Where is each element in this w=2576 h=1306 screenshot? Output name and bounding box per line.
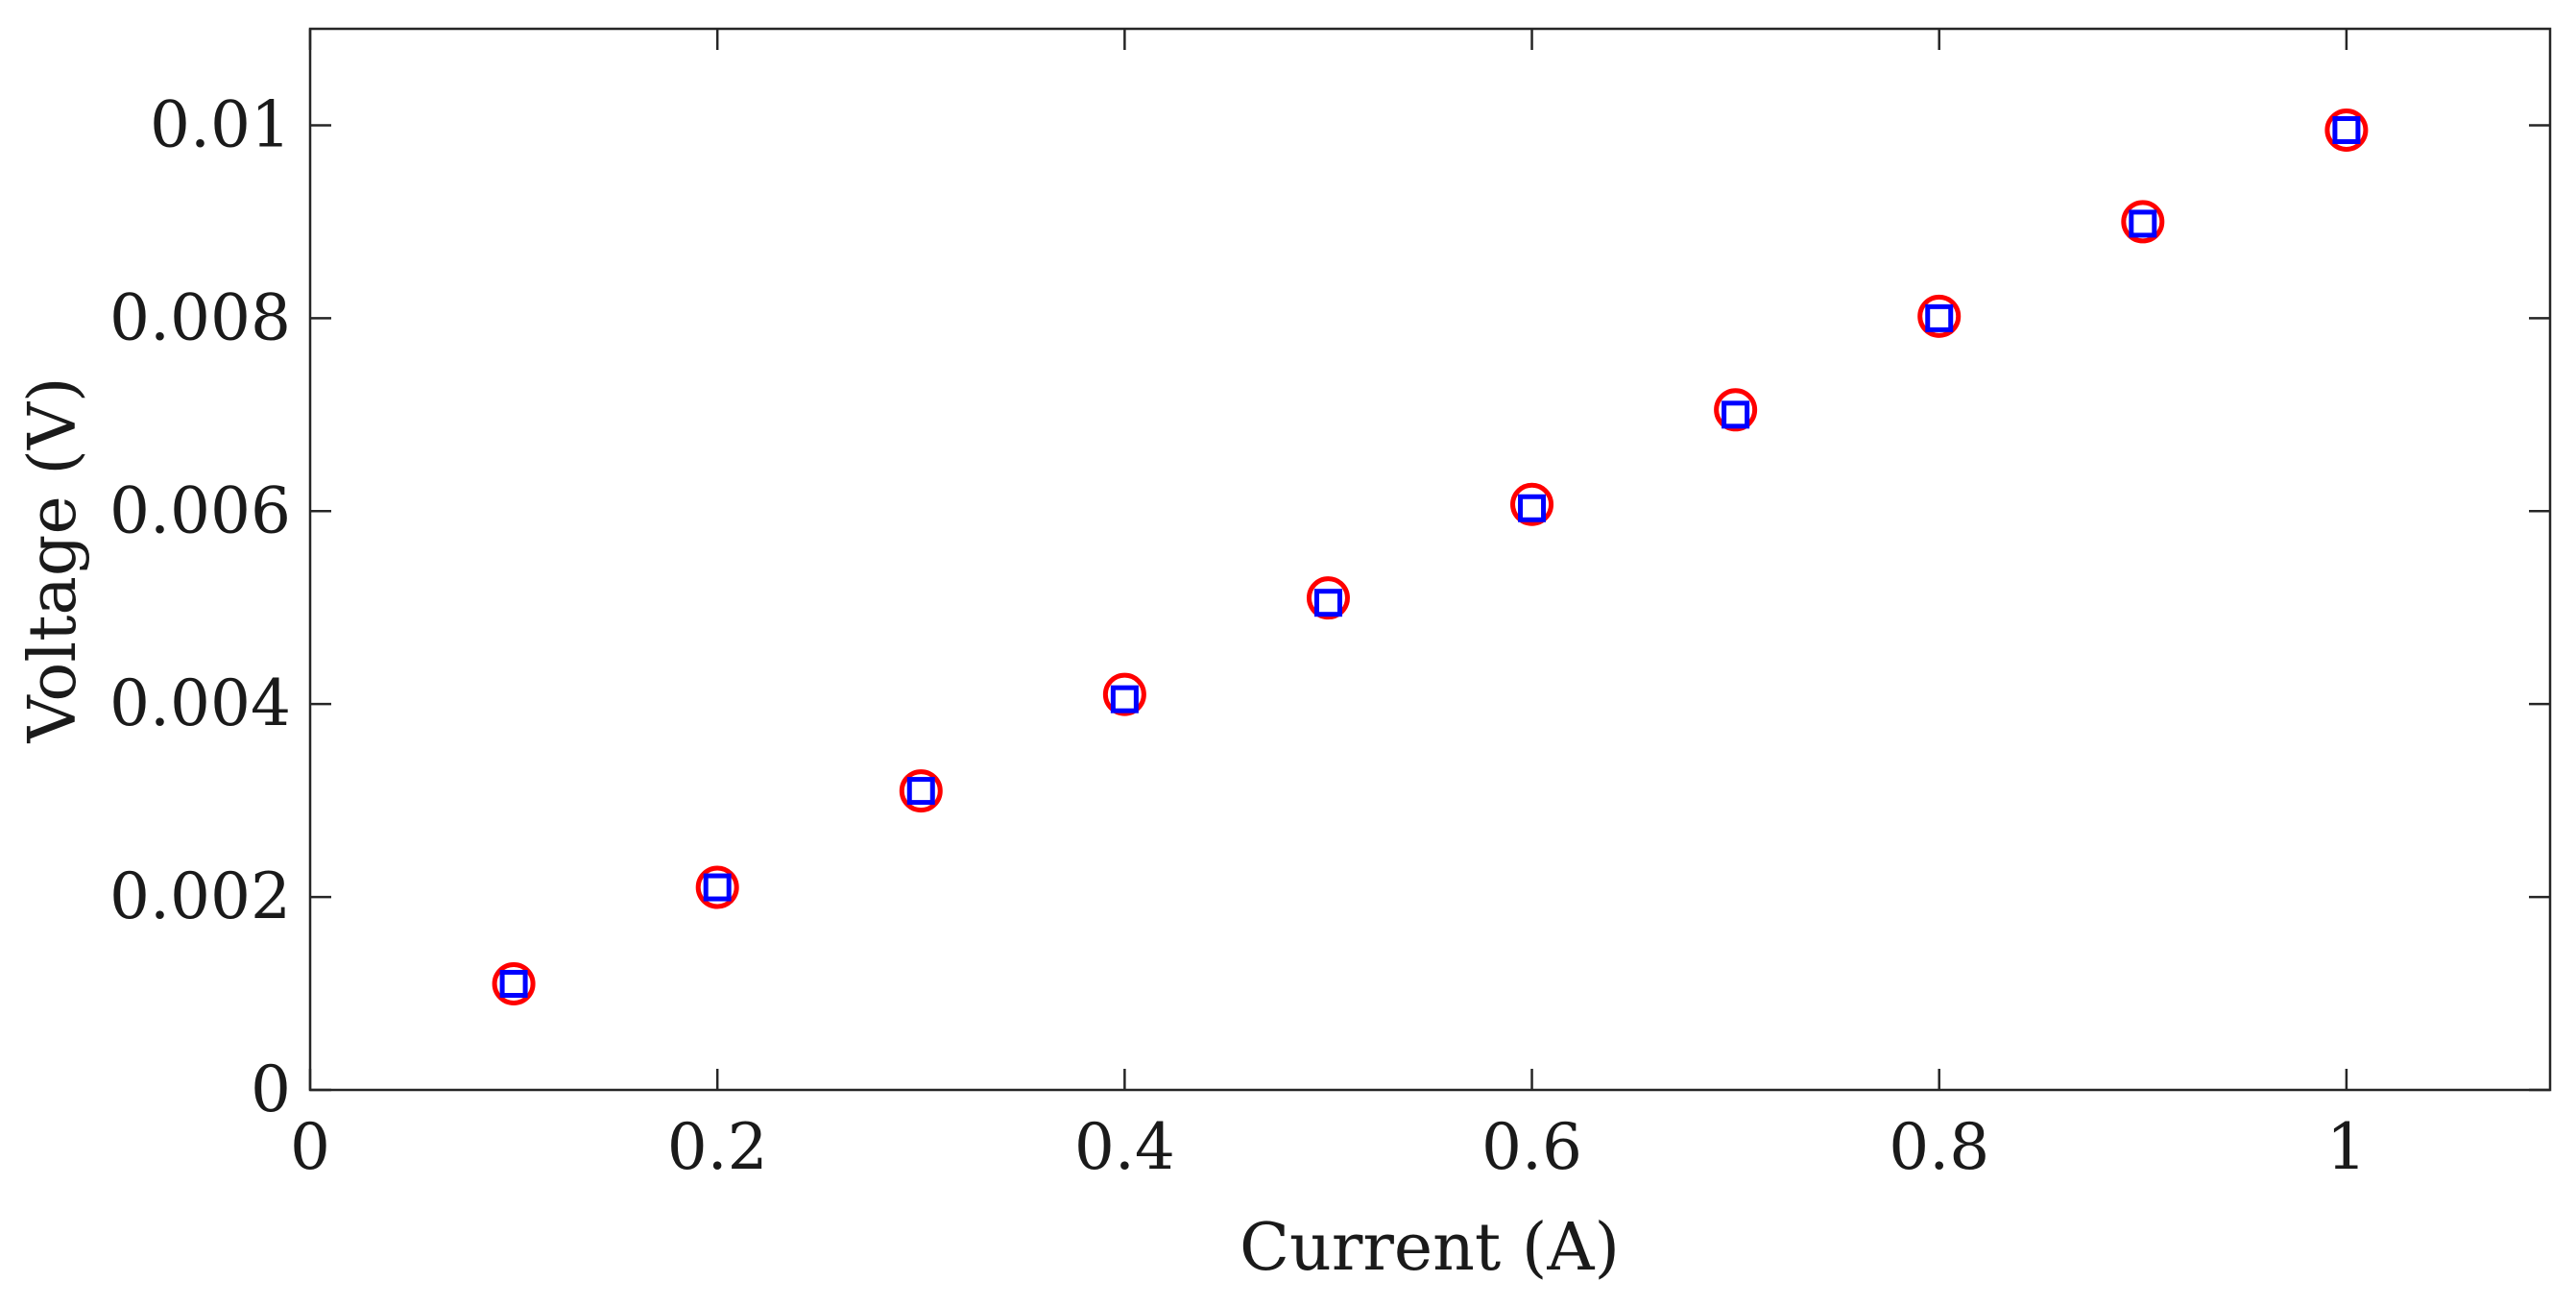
x-tick-label: 0 — [290, 1110, 330, 1184]
x-tick-label: 0.8 — [1889, 1110, 1989, 1184]
x-tick-label: 0.6 — [1481, 1110, 1582, 1184]
y-tick-label: 0.01 — [150, 87, 291, 161]
circle-marker — [899, 769, 943, 813]
circle-marker — [695, 865, 739, 909]
circle-marker — [492, 962, 536, 1005]
y-tick-label: 0.004 — [109, 666, 291, 740]
circle-marker — [2324, 108, 2369, 152]
circle-marker — [1102, 672, 1146, 716]
square-marker — [703, 873, 732, 902]
circle-marker — [1306, 576, 1350, 620]
axis-ticks — [308, 29, 2550, 1092]
square-marker — [1925, 303, 1954, 332]
y-tick-label: 0 — [251, 1052, 291, 1126]
x-axis-label: Current (A) — [1240, 1210, 1620, 1286]
circle-marker — [2121, 200, 2165, 244]
circle-marker — [1510, 482, 1554, 526]
y-axis-label: Voltage (V) — [15, 377, 91, 744]
y-tick-label: 0.002 — [109, 859, 291, 933]
square-marker — [1721, 400, 1750, 429]
x-tick-label: 0.2 — [667, 1110, 768, 1184]
x-tick-labels: 0 0.2 0.4 0.6 0.8 1 — [290, 1110, 2367, 1184]
y-tick-label: 0.006 — [109, 473, 291, 547]
square-marker — [2332, 115, 2361, 144]
square-marker — [2129, 209, 2157, 238]
y-tick-label: 0.008 — [109, 280, 291, 354]
square-marker — [1313, 589, 1342, 617]
square-marker — [499, 970, 528, 998]
circle-marker — [1917, 294, 1962, 338]
data-markers — [492, 108, 2369, 1005]
circle-marker — [1714, 388, 1758, 432]
plot-frame — [308, 27, 2552, 1092]
square-marker — [1518, 494, 1547, 522]
y-tick-labels: 0 0.002 0.004 0.006 0.008 0.01 — [109, 87, 291, 1126]
x-tick-label: 1 — [2326, 1110, 2367, 1184]
x-tick-label: 0.4 — [1074, 1110, 1175, 1184]
square-marker — [906, 777, 935, 806]
square-marker — [1110, 685, 1139, 713]
